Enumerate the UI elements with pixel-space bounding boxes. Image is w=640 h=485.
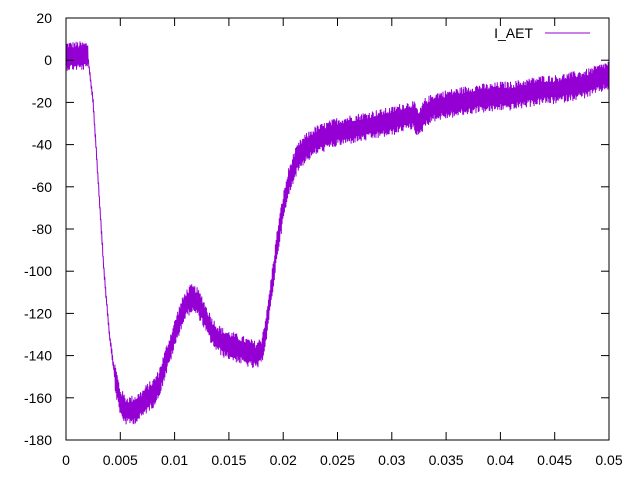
series-layer [65, 41, 610, 425]
series-line-I_AET [65, 41, 610, 425]
x-tick-label: 0.025 [320, 452, 355, 468]
x-tick-label: 0.02 [270, 452, 297, 468]
y-tick-label: -160 [24, 390, 52, 406]
x-tick-label: 0.045 [537, 452, 572, 468]
y-tick-label: -80 [32, 221, 52, 237]
x-tick-label: 0.03 [378, 452, 405, 468]
y-tick-label: -100 [24, 263, 52, 279]
x-tick-label: 0.04 [487, 452, 514, 468]
x-tick-label: 0.035 [429, 452, 464, 468]
y-tick-label: -20 [32, 94, 52, 110]
x-tick-label: 0.05 [595, 452, 622, 468]
y-tick-label: 0 [44, 52, 52, 68]
legend: I_AET [494, 25, 590, 41]
axis-layer: 20 0 -20 -40 -60 -80 -100 -120 -140 -160 -180 0 0.00… [24, 10, 623, 468]
y-tick-label: -140 [24, 348, 52, 364]
y-tick-label: 20 [36, 10, 52, 26]
x-tick-label: 0.015 [211, 452, 246, 468]
y-tick-label: -40 [32, 137, 52, 153]
y-tick-label: -180 [24, 432, 52, 448]
x-tick-label: 0 [62, 452, 70, 468]
x-tick-label: 0.005 [103, 452, 138, 468]
x-tick-label: 0.01 [161, 452, 188, 468]
legend-label: I_AET [494, 25, 533, 41]
y-tick-label: -60 [32, 179, 52, 195]
y-tick-label: -120 [24, 305, 52, 321]
